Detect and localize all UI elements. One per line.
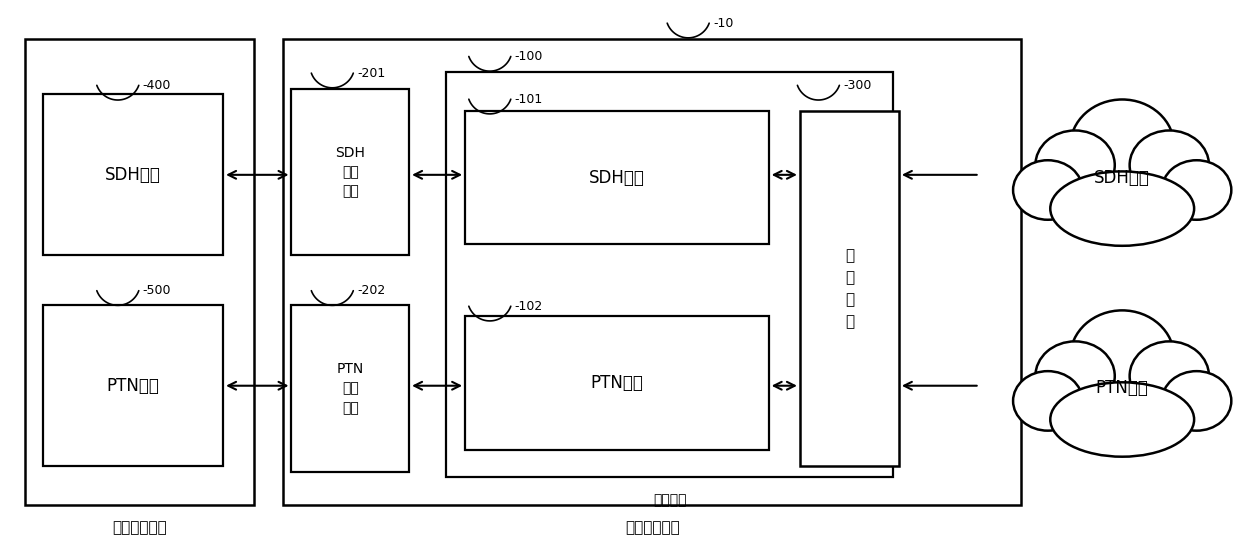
Ellipse shape — [1162, 160, 1231, 220]
Bar — [43, 94, 223, 255]
Ellipse shape — [1035, 130, 1115, 200]
Ellipse shape — [1050, 171, 1194, 246]
Bar — [465, 316, 769, 450]
Ellipse shape — [1130, 341, 1209, 411]
Text: SDH业务: SDH业务 — [105, 166, 161, 184]
Text: -202: -202 — [357, 284, 386, 297]
Text: -10: -10 — [713, 17, 733, 29]
Bar — [25, 39, 254, 505]
Text: SDH内核: SDH内核 — [589, 169, 645, 186]
Text: 核心设备: 核心设备 — [652, 493, 687, 508]
Text: SDH网络: SDH网络 — [1094, 169, 1151, 186]
Bar — [800, 111, 899, 466]
Text: 网
络
接
口: 网 络 接 口 — [844, 248, 854, 330]
Text: -500: -500 — [143, 284, 171, 297]
Text: -102: -102 — [515, 300, 543, 312]
Text: PTN
业务
接口: PTN 业务 接口 — [337, 362, 363, 415]
Text: -300: -300 — [843, 79, 872, 92]
Text: PTN网络: PTN网络 — [1096, 380, 1148, 397]
Ellipse shape — [1035, 341, 1115, 411]
Ellipse shape — [1013, 371, 1083, 431]
Ellipse shape — [1130, 130, 1209, 200]
Text: 电网业务系统: 电网业务系统 — [113, 519, 167, 535]
Bar — [291, 89, 409, 255]
Text: SDH
业务
接口: SDH 业务 接口 — [335, 145, 366, 199]
Ellipse shape — [1050, 382, 1194, 457]
Text: -400: -400 — [143, 79, 171, 92]
Text: -201: -201 — [357, 67, 386, 79]
Text: 电力传输设备: 电力传输设备 — [625, 519, 680, 535]
Text: PTN内核: PTN内核 — [590, 374, 644, 392]
Bar — [291, 305, 409, 472]
Bar — [465, 111, 769, 244]
Bar — [446, 72, 893, 477]
Bar — [283, 39, 1021, 505]
Text: -101: -101 — [515, 93, 543, 105]
Ellipse shape — [1070, 99, 1174, 194]
Text: -100: -100 — [515, 50, 543, 63]
Bar — [43, 305, 223, 466]
Ellipse shape — [1162, 371, 1231, 431]
Text: PTN业务: PTN业务 — [107, 377, 160, 395]
Ellipse shape — [1070, 310, 1174, 405]
Ellipse shape — [1013, 160, 1083, 220]
